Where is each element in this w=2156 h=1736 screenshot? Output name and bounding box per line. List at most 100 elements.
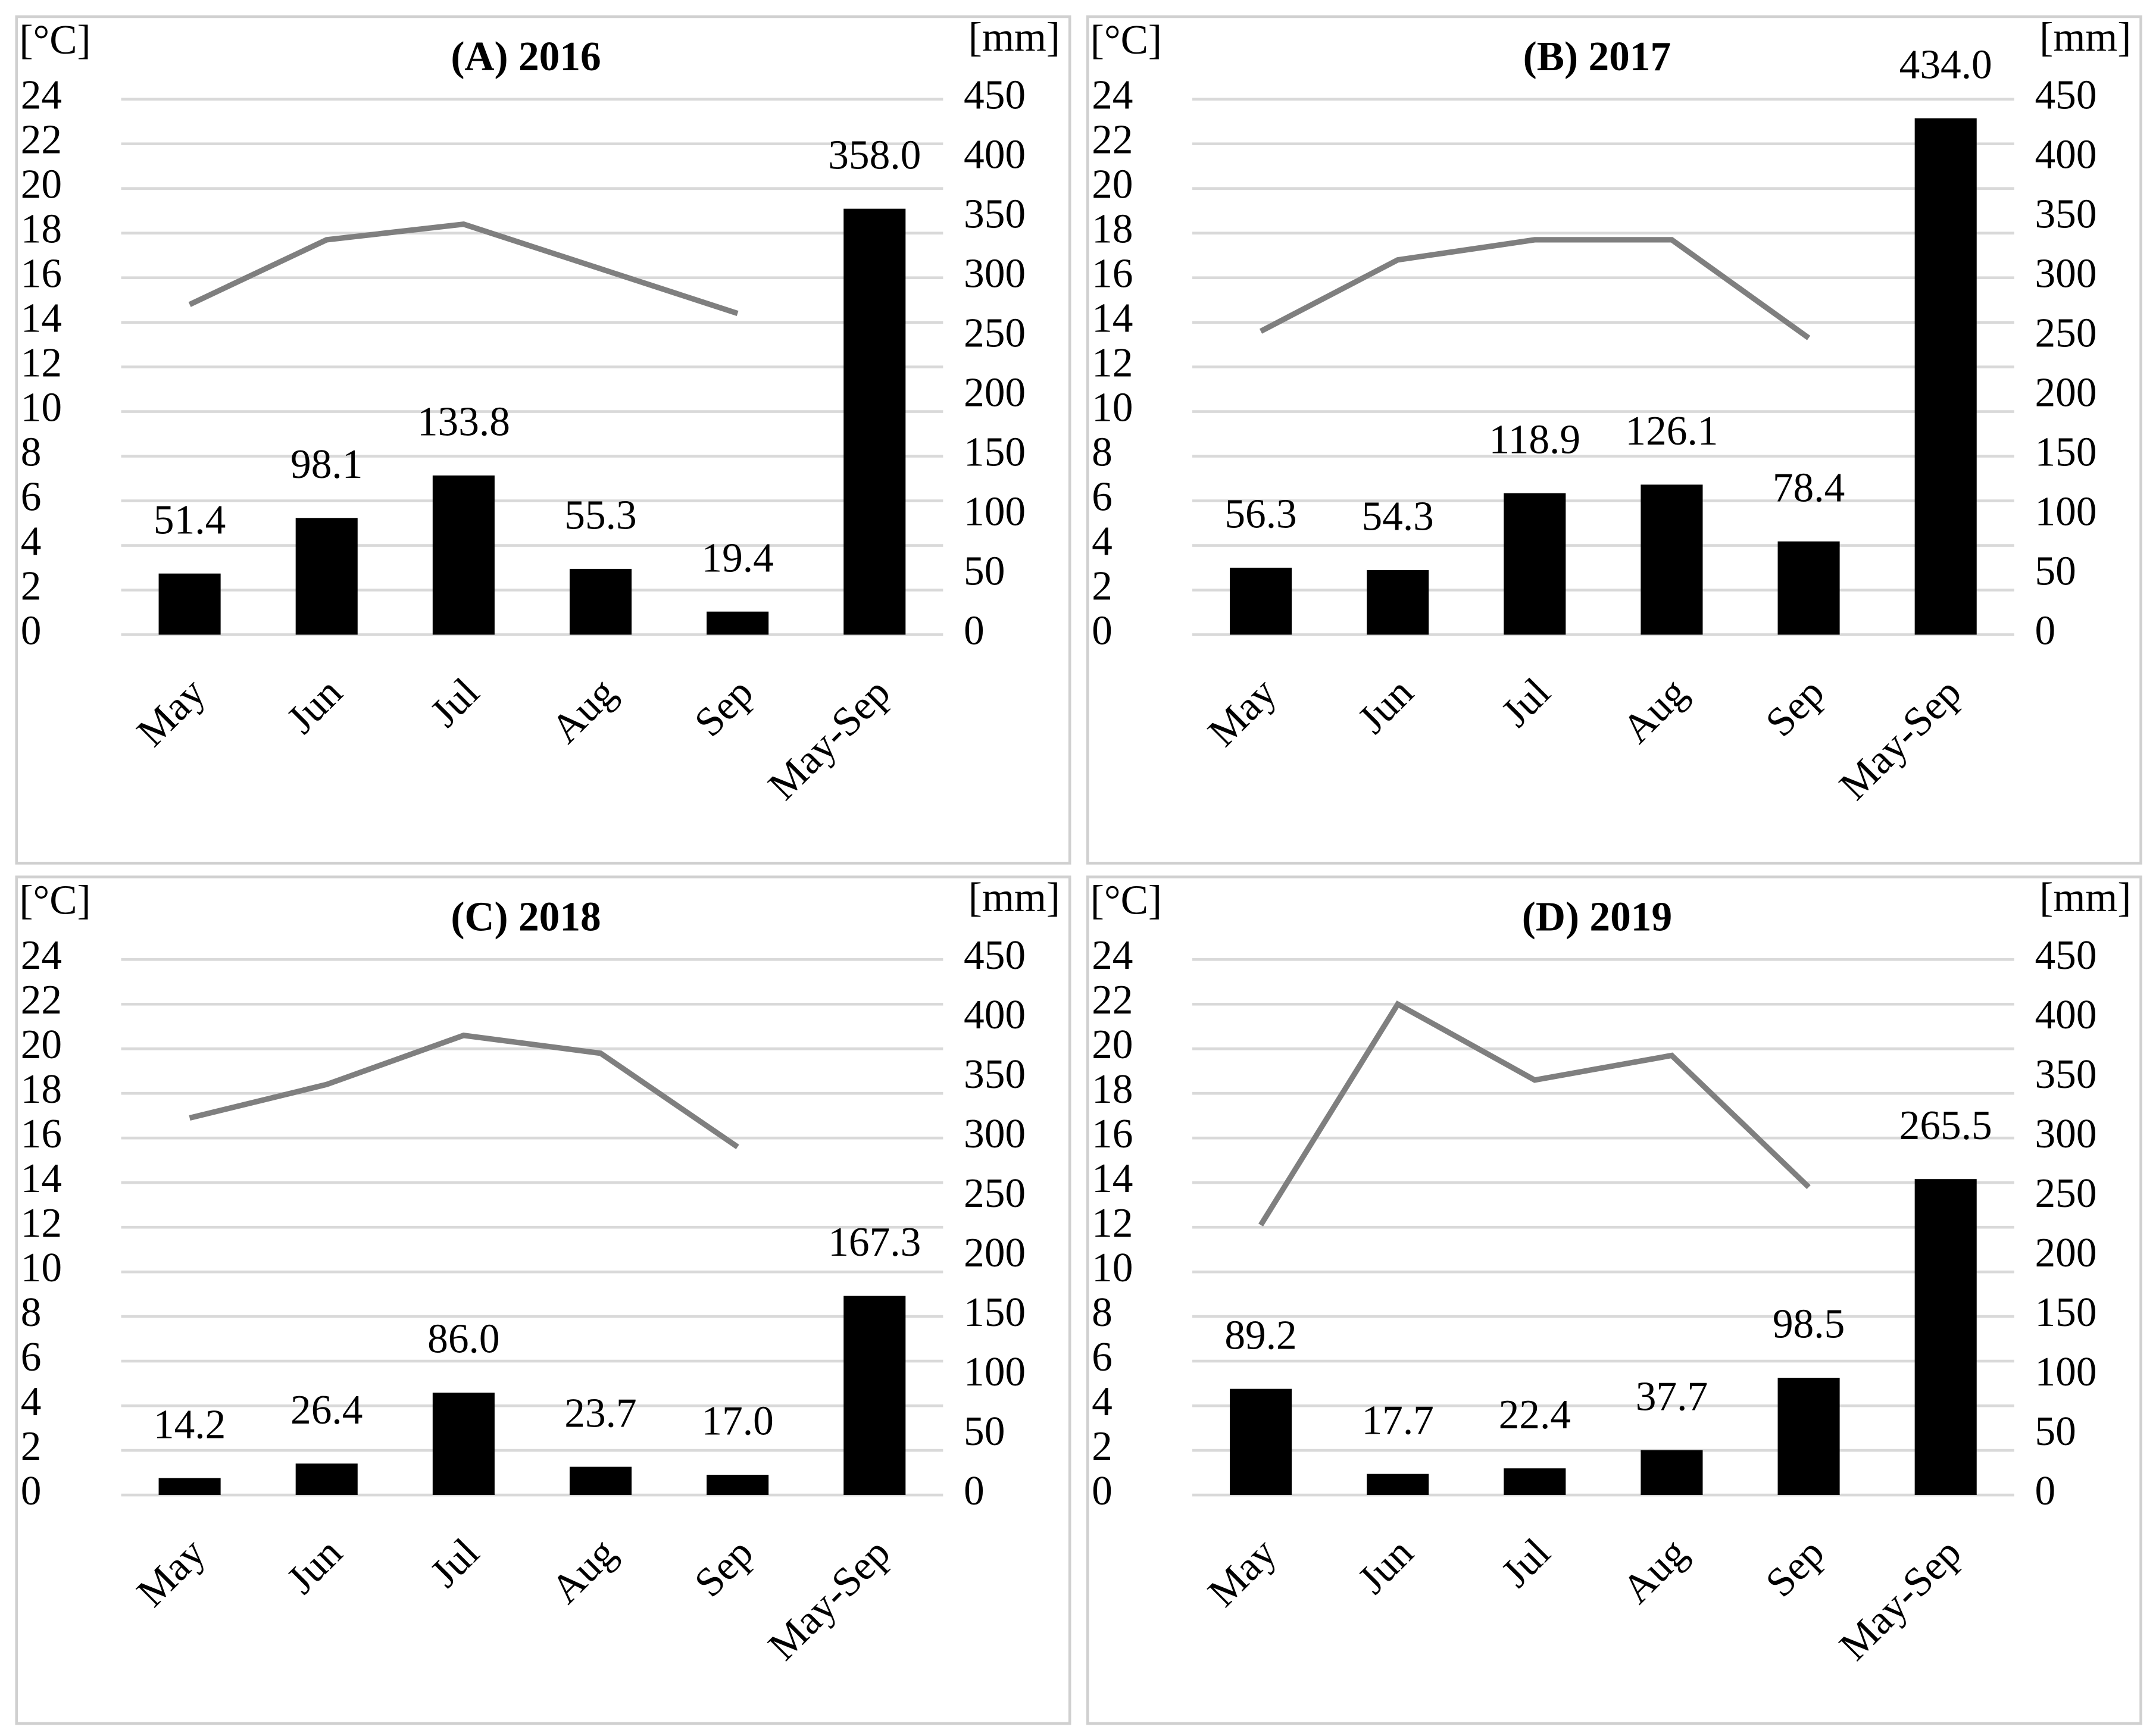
y-tick-label: 18 [21,207,62,252]
data-label: 56.3 [1224,492,1296,537]
y2-axis-label: [mm] [968,15,1060,61]
data-label: 118.9 [1489,417,1581,462]
panel-frame [15,875,1071,1725]
y-axis-label: [°C] [19,878,90,924]
chart-title: (C) 2018 [451,894,601,940]
y-tick-label: 0 [21,1468,42,1514]
y2-axis-label: [mm] [2039,875,2131,921]
data-label: 17.0 [701,1399,773,1444]
y2-tick-label: 0 [2035,608,2055,653]
y-tick-label: 20 [1092,162,1133,208]
y2-tick-label: 150 [2035,429,2096,475]
temperature-line [188,221,739,317]
bar [1777,1378,1840,1496]
y2-tick-label: 150 [964,429,1026,475]
y-tick-label: 16 [21,1111,62,1157]
y-tick-label: 14 [21,1156,62,1202]
y-tick-label: 22 [1092,117,1133,163]
y2-tick-label: 50 [2035,548,2076,594]
bar [1504,1468,1566,1496]
x-tick-label: May-Sep [1830,670,1970,809]
y2-tick-label: 250 [964,1171,1026,1216]
x-tick-label: Aug [1614,1529,1696,1612]
y2-tick-label: 50 [2035,1409,2076,1455]
x-tick-label: Jul [421,1529,488,1596]
y2-tick-label: 100 [2035,489,2096,534]
bar [1641,1450,1703,1496]
y2-tick-label: 300 [2035,251,2096,297]
data-label: 51.4 [154,497,226,543]
chart-title: (A) 2016 [451,34,601,80]
bar [1777,541,1840,635]
x-tick-label: May-Sep [760,1529,899,1669]
chart-panel: (B) 2017[°C] [mm]024681012141618202224050… [1086,15,2142,865]
y2-tick-label: 300 [2035,1111,2096,1157]
y-tick-label: 2 [21,1424,42,1469]
bar [569,1466,632,1496]
y-axis-label: [°C] [1091,878,1162,924]
y-tick-label: 22 [1092,977,1133,1023]
panel-frame [15,15,1071,865]
y-tick-label: 12 [21,1200,62,1246]
bar [1641,484,1703,635]
y-tick-label: 24 [21,73,62,118]
y-tick-label: 22 [21,117,62,163]
bar [1914,118,1977,635]
y-axis-label: [°C] [19,17,90,63]
y-tick-label: 2 [21,563,42,609]
y-tick-label: 8 [1092,1290,1113,1335]
data-label: 55.3 [564,493,636,539]
y-tick-label: 6 [21,1334,42,1380]
y-tick-label: 24 [1092,73,1133,118]
x-tick-label: Jun [1349,670,1423,743]
y-tick-label: 12 [1092,340,1133,386]
data-label: 89.2 [1224,1312,1296,1358]
data-label: 23.7 [564,1390,636,1436]
data-label: 19.4 [701,535,773,581]
y-tick-label: 6 [21,474,42,520]
y2-tick-label: 300 [964,1111,1026,1157]
y-tick-label: 8 [21,429,42,475]
y2-tick-label: 400 [2035,992,2096,1038]
x-tick-label: Jul [421,670,488,736]
data-label: 126.1 [1625,408,1718,454]
y2-tick-label: 250 [2035,1171,2096,1216]
bar [569,568,632,635]
x-tick-label: May [1199,1529,1286,1616]
y-tick-label: 16 [1092,251,1133,297]
y2-tick-label: 300 [964,251,1026,297]
data-label: 133.8 [417,399,510,445]
bar [707,1475,769,1496]
x-tick-label: May-Sep [760,670,899,809]
y2-tick-label: 100 [2035,1349,2096,1395]
x-tick-label: Aug [1614,670,1696,752]
y2-tick-label: 50 [964,548,1005,594]
y2-tick-label: 350 [2035,1052,2096,1097]
y-tick-label: 24 [21,933,62,978]
y2-tick-label: 100 [964,489,1026,534]
bar [1229,567,1292,635]
y-tick-label: 10 [1092,385,1133,431]
x-tick-label: Jun [278,670,351,743]
x-tick-label: May-Sep [1830,1529,1970,1669]
y-tick-label: 24 [1092,933,1133,978]
y-tick-label: 2 [1092,563,1113,609]
y-tick-label: 4 [21,1379,42,1425]
y2-tick-label: 100 [964,1349,1026,1395]
x-tick-label: Jul [1493,1529,1560,1596]
y2-tick-label: 150 [2035,1290,2096,1335]
y-tick-label: 0 [1092,608,1113,653]
bar [1367,570,1429,635]
y-tick-label: 4 [21,518,42,564]
y2-tick-label: 400 [964,992,1026,1038]
x-tick-label: Sep [686,670,762,746]
bar [843,208,906,635]
y2-axis-label: [mm] [2039,15,2131,61]
x-tick-label: Sep [1757,1529,1833,1606]
x-tick-label: Jun [1349,1529,1423,1603]
y-tick-label: 14 [1092,296,1133,342]
data-label: 86.0 [427,1316,499,1362]
y2-tick-label: 400 [2035,132,2096,178]
y2-tick-label: 200 [2035,370,2096,416]
data-label: 98.1 [290,442,363,487]
